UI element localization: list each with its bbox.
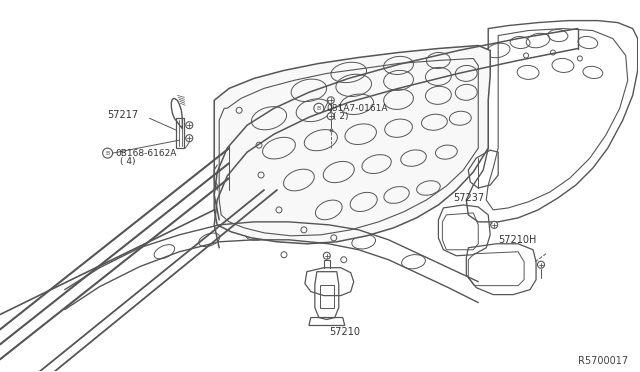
Text: 0B168-6162A: 0B168-6162A bbox=[116, 149, 177, 158]
Ellipse shape bbox=[186, 122, 193, 129]
Text: 081A7-0161A: 081A7-0161A bbox=[327, 104, 388, 113]
Text: 57210: 57210 bbox=[329, 327, 360, 337]
Ellipse shape bbox=[314, 103, 324, 113]
Text: 57210H: 57210H bbox=[498, 235, 536, 245]
Ellipse shape bbox=[327, 113, 334, 120]
Ellipse shape bbox=[491, 221, 498, 228]
Text: B: B bbox=[106, 151, 109, 155]
Ellipse shape bbox=[102, 148, 113, 158]
Text: ( 2): ( 2) bbox=[333, 112, 348, 121]
Text: 57217: 57217 bbox=[108, 110, 139, 120]
Polygon shape bbox=[214, 45, 490, 244]
Text: ( 4): ( 4) bbox=[120, 157, 135, 166]
Ellipse shape bbox=[327, 97, 334, 104]
Text: 57237: 57237 bbox=[453, 193, 484, 203]
Ellipse shape bbox=[538, 261, 545, 268]
Text: B: B bbox=[317, 106, 321, 111]
Text: R5700017: R5700017 bbox=[578, 356, 628, 366]
Ellipse shape bbox=[323, 252, 330, 259]
Ellipse shape bbox=[186, 135, 193, 142]
